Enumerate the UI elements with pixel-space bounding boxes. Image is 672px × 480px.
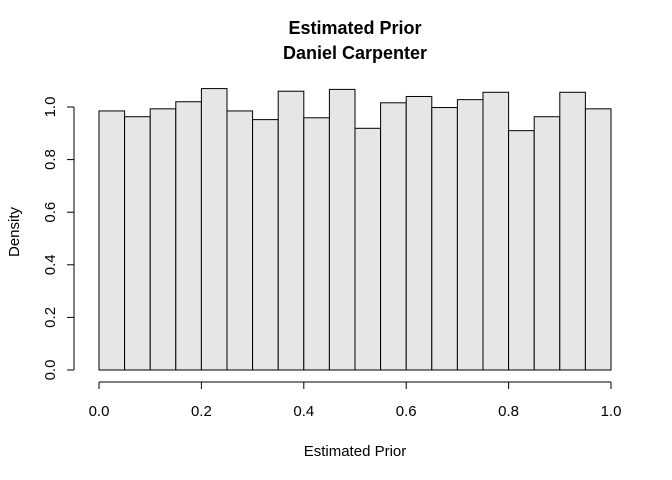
histogram-bar <box>200 88 228 371</box>
histogram-bar <box>559 91 586 371</box>
histogram-bar <box>149 108 177 371</box>
histogram-bar <box>380 102 407 371</box>
histogram-bar <box>482 91 510 371</box>
x-axis: 0.0 0.2 0.4 0.6 0.8 1.0 <box>89 381 622 420</box>
histogram-bar <box>226 110 254 371</box>
histogram-bar <box>431 107 458 371</box>
histogram-bar <box>303 117 330 371</box>
x-axis-label: Estimated Prior <box>304 443 407 460</box>
y-axis: 0.0 0.2 0.4 0.6 0.8 1.0 <box>42 97 75 381</box>
histogram-bar <box>354 127 382 371</box>
histogram-bar <box>533 116 561 371</box>
y-tick-label: 0.8 <box>42 149 59 170</box>
histogram-bar <box>584 108 612 371</box>
x-tick-label: 1.0 <box>601 403 622 420</box>
chart-subtitle: Daniel Carpenter <box>283 43 427 63</box>
x-tick-label: 0.2 <box>191 403 212 420</box>
histogram-bar <box>456 99 484 371</box>
histogram-bar <box>508 130 535 371</box>
bars-group <box>98 88 612 371</box>
histogram-bar <box>328 88 356 371</box>
x-tick-label: 0.8 <box>498 403 519 420</box>
y-axis-label: Density <box>6 206 23 257</box>
histogram-bar <box>277 90 305 371</box>
y-tick-label: 0.6 <box>42 202 59 223</box>
y-tick-label: 0.4 <box>42 254 59 275</box>
histogram-bar <box>252 119 279 371</box>
x-tick-label: 0.0 <box>89 403 110 420</box>
y-tick-label: 1.0 <box>42 97 59 118</box>
histogram-bar <box>175 101 202 371</box>
histogram-bar <box>405 95 433 371</box>
x-tick-label: 0.4 <box>293 403 314 420</box>
y-tick-label: 0.0 <box>42 360 59 381</box>
histogram-bar <box>124 116 151 371</box>
y-tick-label: 0.2 <box>42 307 59 328</box>
x-tick-label: 0.6 <box>396 403 417 420</box>
histogram-bar <box>98 110 126 371</box>
chart-title: Estimated Prior <box>288 18 421 38</box>
